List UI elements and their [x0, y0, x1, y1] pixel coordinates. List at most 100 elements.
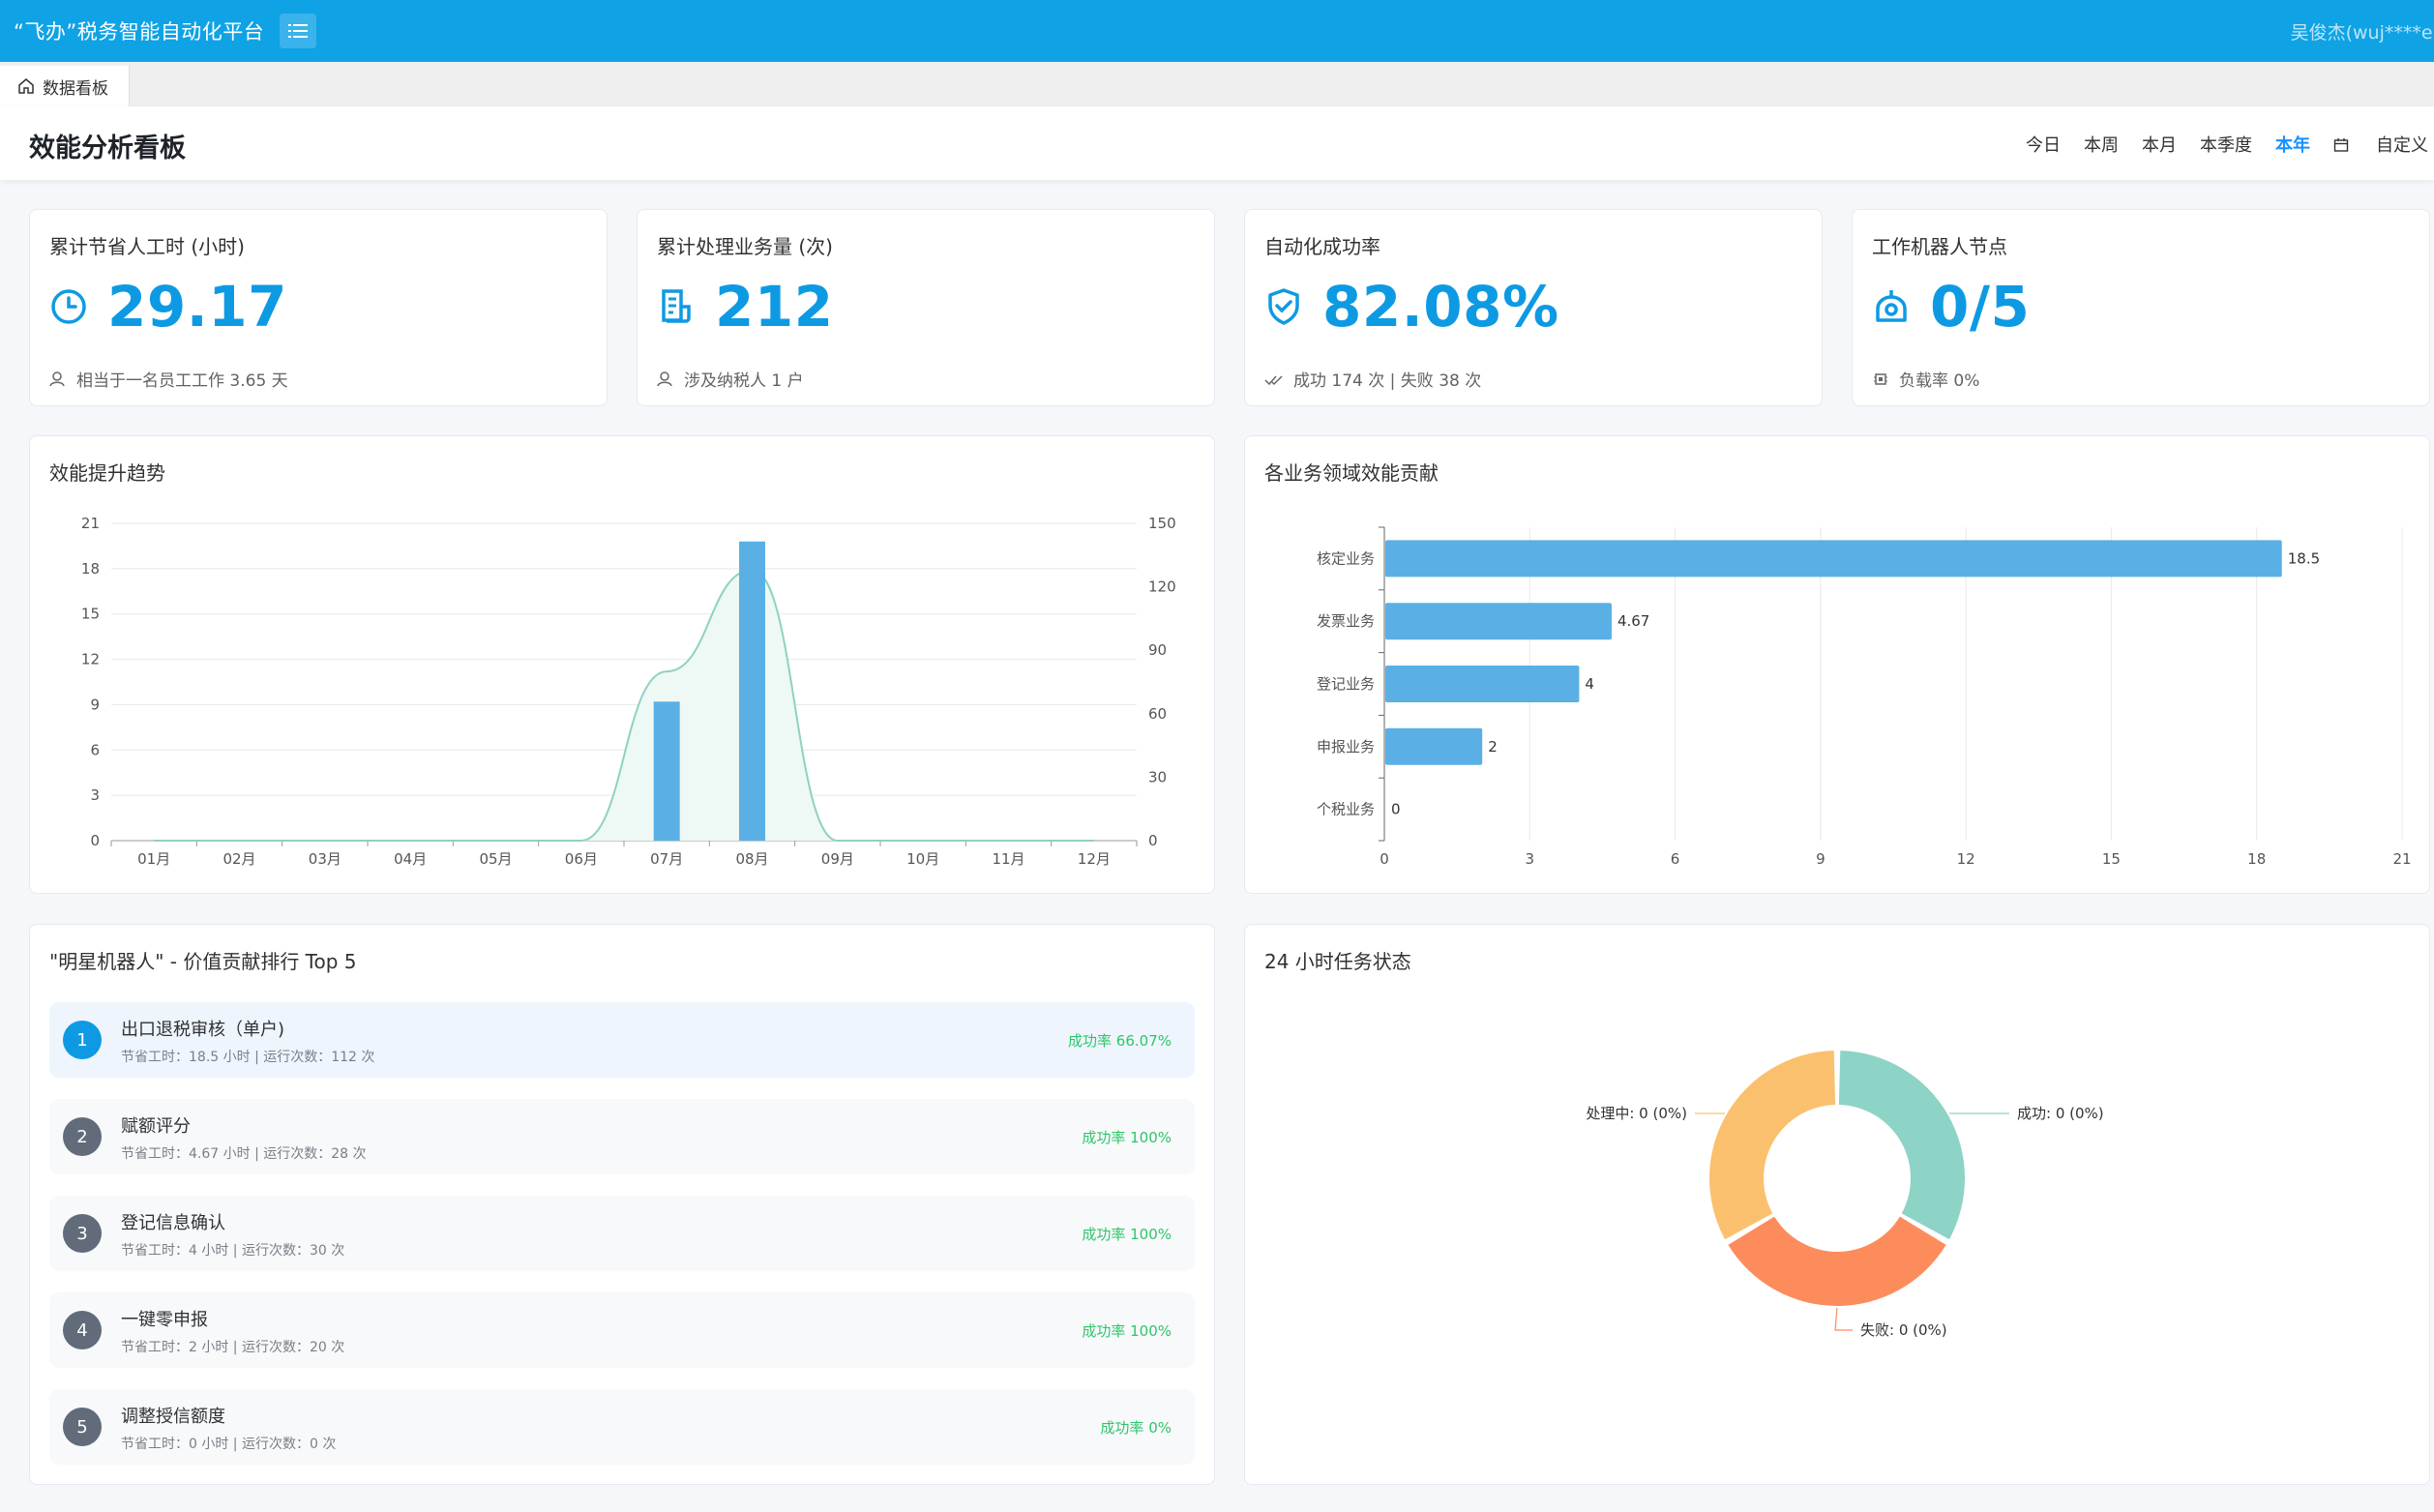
success-rate: 成功率 100% — [1082, 1129, 1172, 1146]
x-tick-label: 11月 — [992, 850, 1024, 868]
success-rate: 成功率 100% — [1082, 1322, 1172, 1340]
robot-name: 登记信息确认 — [121, 1213, 225, 1233]
y2-tick-label: 60 — [1148, 705, 1167, 723]
status-chart-card: 24 小时任务状态 成功: 0 (0%) 失败: 0 (0%) 处理中: 0 (0%… — [1244, 924, 2430, 1485]
robot-detail: 节省工时：0 小时 | 运行次数：0 次 — [121, 1437, 337, 1452]
trend-chart-title: 效能提升趋势 — [49, 461, 165, 485]
bar-value-label: 4 — [1585, 675, 1594, 693]
y-tick-label: 15 — [81, 606, 100, 623]
calendar-icon — [2333, 138, 2349, 152]
domain-chart: 0 3 6 9 12 15 18 21 核定业务 18.5 发票业务 4.67 登记业务 4 申报业务 2 个税… — [1317, 526, 2412, 868]
donut-slice — [1838, 1051, 1965, 1240]
bar-value-label: 18.5 — [2288, 549, 2320, 567]
list-item[interactable]: 1 出口退税审核（单户) 节省工时：18.5 小时 | 运行次数：112 次 成… — [49, 1002, 1195, 1078]
list-item[interactable]: 4 一键零申报 节省工时：2 小时 | 运行次数：20 次 成功率 100% — [49, 1292, 1195, 1368]
y-tick-label: 12 — [81, 651, 100, 668]
area-fill — [154, 570, 1094, 841]
success-rate: 成功率 100% — [1082, 1226, 1172, 1243]
list-item[interactable]: 5 调整授信额度 节省工时：0 小时 | 运行次数：0 次 成功率 0% — [49, 1389, 1195, 1465]
robot-name: 出口退税审核（单户) — [121, 1020, 285, 1040]
tab-dashboard[interactable]: 数据看板 — [0, 66, 130, 106]
range-today[interactable]: 今日 — [2026, 135, 2061, 156]
range-month[interactable]: 本月 — [2142, 135, 2177, 156]
range-week[interactable]: 本周 — [2084, 135, 2119, 156]
range-quarter[interactable]: 本季度 — [2200, 135, 2252, 156]
kpi-title: 累计处理业务量 (次) — [657, 235, 833, 258]
shield-check-icon — [1268, 288, 1299, 325]
slice-label: 成功: 0 (0%) — [2017, 1105, 2104, 1122]
bar — [1385, 727, 1483, 765]
x-tick-label: 15 — [2102, 850, 2121, 868]
menu-toggle-button[interactable] — [280, 14, 317, 48]
rank-badge: 4 — [63, 1311, 102, 1349]
kpi-value: 212 — [715, 274, 834, 340]
rank-badge: 5 — [63, 1408, 102, 1446]
robot-detail: 节省工时：18.5 小时 | 运行次数：112 次 — [121, 1050, 375, 1065]
bar-value-label: 0 — [1391, 801, 1401, 818]
success-rate: 成功率 66.07% — [1068, 1032, 1172, 1050]
x-tick-label: 07月 — [650, 850, 683, 868]
trend-chart-card: 效能提升趋势 0 3 6 9 12 15 18 21 0 30 60 90 120 150 01月 02月 03… — [29, 435, 1215, 894]
robot-name: 一键零申报 — [121, 1310, 208, 1330]
user-menu[interactable]: 吴俊杰(wuj****e) — [2290, 22, 2434, 44]
domain-chart-title: 各业务领域效能贡献 — [1264, 461, 1439, 485]
y-tick-label: 个税业务 — [1317, 801, 1375, 818]
y-tick-label: 核定业务 — [1317, 549, 1375, 567]
top-bar: “飞办”税务智能自动化平台 吴俊杰(wuj****e) — [0, 0, 2434, 62]
kpi-sub: 成功 174 次 | 失败 38 次 — [1293, 371, 1482, 391]
kpi-card-success-rate: 自动化成功率 82.08% 成功 174 次 | 失败 38 次 — [1244, 209, 1823, 406]
x-tick-label: 10月 — [906, 850, 939, 868]
x-tick-label: 02月 — [223, 850, 255, 868]
kpi-sub: 涉及纳税人 1 户 — [684, 371, 804, 391]
chip-icon — [1874, 372, 1887, 385]
bar — [739, 541, 765, 841]
area-line — [154, 569, 1094, 843]
leader-line — [1834, 1307, 1853, 1331]
x-tick-label: 18 — [2247, 850, 2266, 868]
range-custom[interactable]: 自定义 — [2333, 132, 2428, 157]
tab-bar: 数据看板 — [0, 62, 2434, 106]
y-tick-label: 发票业务 — [1317, 612, 1375, 630]
page-header: 效能分析看板 今日 本周 本月 本季度 本年 自定义 — [0, 106, 2434, 180]
rank-badge: 1 — [63, 1021, 102, 1059]
kpi-sub: 负载率 0% — [1899, 371, 1980, 391]
kpi-value: 0/5 — [1930, 274, 2031, 340]
robot-name: 调整授信额度 — [121, 1407, 225, 1427]
status-chart-title: 24 小时任务状态 — [1264, 950, 1411, 973]
double-check-icon — [1264, 374, 1283, 385]
document-icon — [662, 289, 691, 323]
y2-tick-label: 30 — [1148, 768, 1167, 786]
x-tick-label: 12 — [1957, 850, 1975, 868]
ranking-card: "明星机器人" - 价值贡献排行 Top 5 1 出口退税审核（单户) 节省工时… — [29, 924, 1215, 1485]
range-custom-label: 自定义 — [2376, 135, 2428, 156]
y-tick-label: 申报业务 — [1317, 738, 1375, 756]
donut-slice — [1709, 1051, 1836, 1240]
kpi-card-saved-hours: 累计节省人工时 (小时) 29.17 相当于一名员工工作 3.65 天 — [29, 209, 608, 406]
y-tick-label: 21 — [81, 515, 100, 532]
trend-chart: 0 3 6 9 12 15 18 21 0 30 60 90 120 150 01月 02月 03月 04月 05月… — [81, 515, 1176, 868]
range-year[interactable]: 本年 — [2275, 135, 2310, 156]
y-tick-label: 6 — [90, 741, 100, 758]
bar — [1385, 540, 2282, 578]
robot-detail: 节省工时：4.67 小时 | 运行次数：28 次 — [121, 1146, 367, 1162]
kpi-value: 82.08% — [1322, 274, 1559, 340]
robot-icon — [1876, 290, 1907, 322]
x-tick-label: 03月 — [309, 850, 341, 868]
bar — [1385, 603, 1612, 640]
kpi-value: 29.17 — [107, 274, 287, 340]
y-tick-label: 0 — [90, 832, 100, 849]
kpi-sub: 相当于一名员工工作 3.65 天 — [76, 371, 288, 391]
kpi-title: 累计节省人工时 (小时) — [49, 235, 245, 258]
slice-label: 失败: 0 (0%) — [1860, 1321, 1947, 1339]
x-tick-label: 01月 — [137, 850, 170, 868]
status-donut-chart: 成功: 0 (0%) 失败: 0 (0%) 处理中: 0 (0%) — [1586, 1051, 2104, 1339]
bar-value-label: 2 — [1488, 738, 1498, 756]
kpi-card-business-volume: 累计处理业务量 (次) 212 涉及纳税人 1 户 — [637, 209, 1215, 406]
list-item[interactable]: 2 赋额评分 节省工时：4.67 小时 | 运行次数：28 次 成功率 100% — [49, 1099, 1195, 1174]
x-tick-label: 12月 — [1078, 850, 1111, 868]
y2-tick-label: 150 — [1148, 515, 1176, 532]
bar — [1385, 666, 1580, 702]
domain-chart-card: 各业务领域效能贡献 0 3 6 9 12 15 18 21 核定业务 18.5 发票业务 4.67 登记… — [1244, 435, 2430, 894]
menu-icon — [288, 24, 309, 38]
list-item[interactable]: 3 登记信息确认 节省工时：4 小时 | 运行次数：30 次 成功率 100% — [49, 1196, 1195, 1271]
